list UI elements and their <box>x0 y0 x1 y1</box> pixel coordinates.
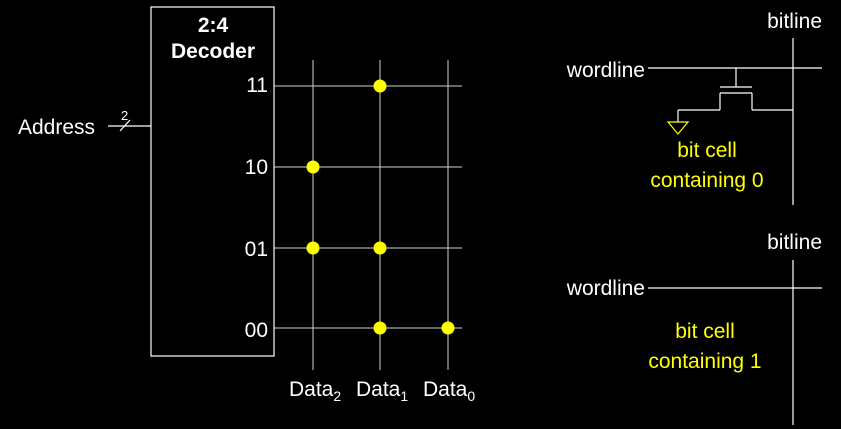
bit-dot-01-data1 <box>373 241 387 255</box>
cell0-caption-line1: bit cell <box>677 139 737 162</box>
decoder-output-label-00: 00 <box>245 319 268 342</box>
cell0-caption-line2: containing 0 <box>650 169 763 192</box>
cell1-wordline-label: wordline <box>566 277 645 300</box>
bus-slash-mark <box>119 119 131 132</box>
bit-dot-01-data2 <box>306 241 320 255</box>
transistor-icon <box>677 68 793 122</box>
bit-dot-00-data1 <box>373 321 387 335</box>
bus-width-label: 2 <box>121 108 128 123</box>
bit-dot-00-data0 <box>441 321 455 335</box>
bit-dot-11-data1 <box>373 79 387 93</box>
decoder-title-line2: Decoder <box>171 40 255 63</box>
decoder-box <box>150 6 275 357</box>
bit-dots <box>306 79 455 335</box>
decoder-title-line1: 2:4 <box>198 14 229 37</box>
cell1-caption-line1: bit cell <box>675 320 735 343</box>
cell1-caption-line2: containing 1 <box>648 350 761 373</box>
decoder-output-label-01: 01 <box>245 238 268 261</box>
address-label: Address <box>18 116 95 139</box>
decoder-output-label-11: 11 <box>246 74 268 97</box>
column-label-data2: Data2 <box>289 378 341 404</box>
column-label-data0: Data0 <box>423 378 475 404</box>
ground-icon <box>666 121 690 135</box>
column-label-data1: Data1 <box>356 378 408 404</box>
decoder-output-label-10: 10 <box>245 156 268 179</box>
bit-dot-10-data2 <box>306 160 320 174</box>
cell0-bitline-label: bitline <box>767 10 822 33</box>
cell1-bitline-label: bitline <box>767 231 822 254</box>
cell0-wordline-label: wordline <box>566 59 645 82</box>
